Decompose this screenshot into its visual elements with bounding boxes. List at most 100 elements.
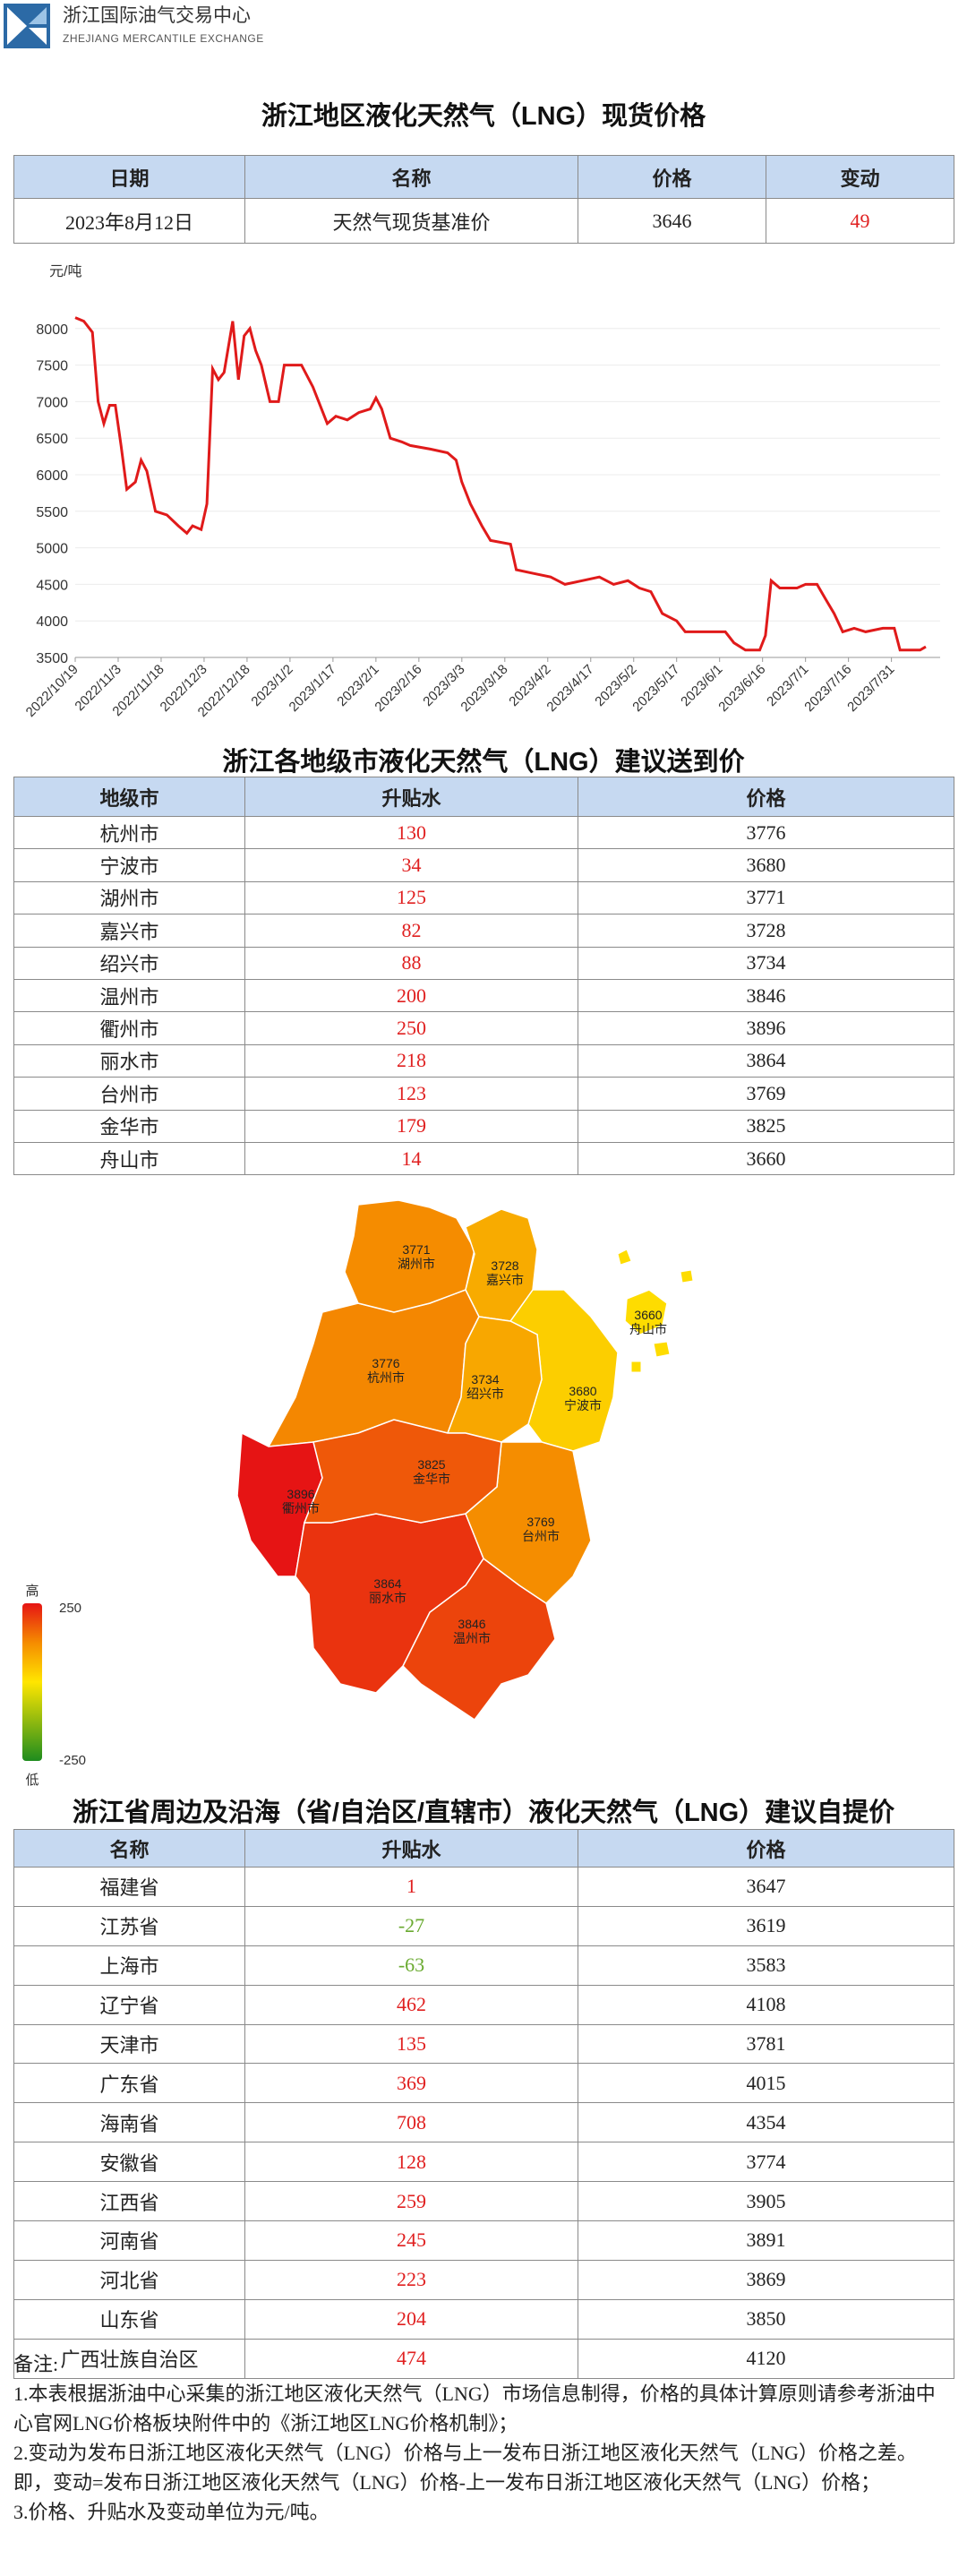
note: 1.本表根据浙油中心采集的浙江地区液化天然气（LNG）市场信息制得，价格的具体计… xyxy=(13,2383,936,2434)
logo xyxy=(4,4,50,48)
row: 江苏省 -27 3619 xyxy=(13,1905,954,1946)
row: 上海市 -63 3583 xyxy=(13,1945,954,1986)
x-tick-label: 2023/3/18 xyxy=(458,662,510,715)
cell: 130 xyxy=(244,815,578,850)
cell: 3619 xyxy=(578,1905,954,1946)
cell: 3660 xyxy=(578,1141,954,1176)
legend-high: 高 xyxy=(25,1584,39,1599)
cell: 125 xyxy=(244,880,578,915)
cell: 3825 xyxy=(578,1109,954,1143)
legend-max: 250 xyxy=(59,1601,81,1616)
column-header: 升贴水 xyxy=(244,777,578,817)
cell: 广西壮族自治区 xyxy=(13,2338,245,2379)
header-row: 名称 升贴水 价格 xyxy=(13,1829,954,1868)
y-tick-label: 5500 xyxy=(36,505,68,520)
cell: 天然气现货基准价 xyxy=(244,198,578,244)
cell: 123 xyxy=(244,1077,578,1111)
cell: 丽水市 xyxy=(13,1043,245,1078)
provinces-table: 名称 升贴水 价格 福建省 1 3647 江苏省 -27 3619 上海市 -63 3583 辽宁省 46… xyxy=(13,1829,954,2379)
island xyxy=(617,1249,632,1266)
y-tick-label: 5000 xyxy=(36,542,68,557)
cities-title: 浙江各地级市液化天然气（LNG）建议送到价 xyxy=(222,748,745,777)
region-price: 3864 xyxy=(373,1576,401,1591)
row: 温州市 200 3846 xyxy=(13,978,954,1013)
org-cn: 浙江国际油气交易中心 xyxy=(63,5,251,26)
row: 江西省 259 3905 xyxy=(13,2181,954,2222)
cell: 广东省 xyxy=(13,2063,245,2104)
cell: 衢州市 xyxy=(13,1011,245,1045)
cell: 218 xyxy=(244,1043,578,1078)
cell: 江西省 xyxy=(13,2181,245,2222)
column-header: 名称 xyxy=(244,155,578,199)
cell: 天津市 xyxy=(13,2023,245,2065)
x-tick-label: 2023/4/17 xyxy=(543,662,596,715)
region-price: 3769 xyxy=(526,1515,554,1529)
region-name: 温州市 xyxy=(453,1631,491,1645)
spot-table: 日期 名称 价格 变动 2023年8月12日 天然气现货基准价 3646 49 xyxy=(13,155,954,244)
cell: 辽宁省 xyxy=(13,1984,245,2025)
cell: 3850 xyxy=(578,2298,954,2340)
region-name: 湖州市 xyxy=(398,1257,435,1271)
cell: 474 xyxy=(244,2338,578,2379)
cell: 福建省 xyxy=(13,1867,245,1907)
y-tick-label: 3500 xyxy=(36,651,68,666)
row: 河南省 245 3891 xyxy=(13,2220,954,2261)
row: 山东省 204 3850 xyxy=(13,2298,954,2340)
cell: 82 xyxy=(244,914,578,948)
column-header: 价格 xyxy=(578,155,766,199)
cell: 3734 xyxy=(578,946,954,980)
cell: 温州市 xyxy=(13,978,245,1013)
cell: 1 xyxy=(244,1867,578,1907)
region xyxy=(303,1419,502,1524)
cell: 3647 xyxy=(578,1867,954,1907)
row: 绍兴市 88 3734 xyxy=(13,946,954,980)
org-en: ZHEJIANG MERCANTILE EXCHANGE xyxy=(63,32,264,45)
region-name: 杭州市 xyxy=(367,1370,405,1385)
cell: 3905 xyxy=(578,2181,954,2222)
x-tick-label: 2023/6/16 xyxy=(715,662,768,715)
cell: 223 xyxy=(244,2259,578,2300)
cell: 250 xyxy=(244,1011,578,1045)
cell: 88 xyxy=(244,946,578,980)
cell: 34 xyxy=(244,848,578,882)
cell: 河北省 xyxy=(13,2259,245,2300)
island xyxy=(630,1361,642,1373)
cell: 金华市 xyxy=(13,1109,245,1143)
cell: 3869 xyxy=(578,2259,954,2300)
row: 2023年8月12日 天然气现货基准价 3646 49 xyxy=(13,198,954,244)
provinces-title: 浙江省周边及沿海（省/自治区/直辖市）液化天然气（LNG）建议自提价 xyxy=(72,1799,895,1827)
cell: 369 xyxy=(244,2063,578,2104)
region-name: 台州市 xyxy=(522,1529,560,1543)
cell: 708 xyxy=(244,2102,578,2143)
region-price: 3846 xyxy=(458,1617,485,1631)
cell: 安徽省 xyxy=(13,2142,245,2183)
region-price: 3896 xyxy=(287,1487,314,1501)
legend-bar xyxy=(22,1603,42,1761)
region-price: 3776 xyxy=(372,1356,399,1370)
notes-items: 1.本表根据浙油中心采集的浙江地区液化天然气（LNG）市场信息制得，价格的具体计… xyxy=(13,2379,954,2527)
cell: 3646 xyxy=(578,198,766,244)
row: 广西壮族自治区 474 4120 xyxy=(13,2338,954,2379)
cell: 4108 xyxy=(578,1984,954,2025)
cell: 462 xyxy=(244,1984,578,2025)
cell: 3728 xyxy=(578,914,954,948)
cell: 台州市 xyxy=(13,1077,245,1111)
x-tick-label: 2023/7/31 xyxy=(844,662,897,715)
cell: 3864 xyxy=(578,1043,954,1078)
legend-min: -250 xyxy=(59,1753,86,1768)
island xyxy=(653,1341,671,1358)
column-header: 名称 xyxy=(13,1829,245,1868)
legend-low: 低 xyxy=(25,1773,39,1788)
cell: 3774 xyxy=(578,2142,954,2183)
region-price: 3728 xyxy=(491,1258,518,1273)
cell: 3891 xyxy=(578,2220,954,2261)
row: 衢州市 250 3896 xyxy=(13,1011,954,1045)
cell: 3896 xyxy=(578,1011,954,1045)
x-tick-label: 2023/5/17 xyxy=(629,662,682,715)
column-header: 价格 xyxy=(578,777,954,817)
cell: -27 xyxy=(244,1905,578,1946)
cell: 245 xyxy=(244,2220,578,2261)
row: 广东省 369 4015 xyxy=(13,2063,954,2104)
